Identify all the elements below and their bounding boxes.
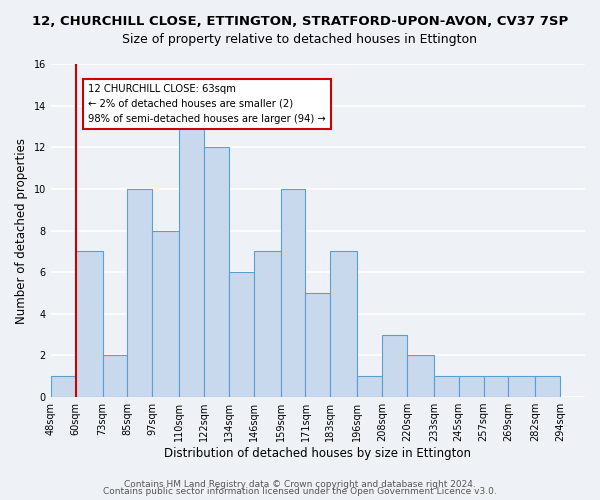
Bar <box>179 126 204 397</box>
Bar <box>152 230 179 397</box>
Bar <box>229 272 254 397</box>
Bar <box>508 376 535 397</box>
Bar <box>331 252 357 397</box>
Text: 12, CHURCHILL CLOSE, ETTINGTON, STRATFORD-UPON-AVON, CV37 7SP: 12, CHURCHILL CLOSE, ETTINGTON, STRATFOR… <box>32 15 568 28</box>
Bar <box>407 356 434 397</box>
Bar <box>484 376 508 397</box>
Text: Contains HM Land Registry data © Crown copyright and database right 2024.: Contains HM Land Registry data © Crown c… <box>124 480 476 489</box>
Text: Size of property relative to detached houses in Ettington: Size of property relative to detached ho… <box>122 32 478 46</box>
Text: Contains public sector information licensed under the Open Government Licence v3: Contains public sector information licen… <box>103 487 497 496</box>
Y-axis label: Number of detached properties: Number of detached properties <box>15 138 28 324</box>
Bar <box>127 189 152 397</box>
Text: 12 CHURCHILL CLOSE: 63sqm
← 2% of detached houses are smaller (2)
98% of semi-de: 12 CHURCHILL CLOSE: 63sqm ← 2% of detach… <box>88 84 326 124</box>
Bar <box>458 376 484 397</box>
Bar <box>305 293 331 397</box>
Bar <box>76 252 103 397</box>
Bar <box>535 376 560 397</box>
Bar <box>434 376 458 397</box>
Bar <box>204 148 229 397</box>
Bar <box>281 189 305 397</box>
Bar <box>51 376 76 397</box>
Bar <box>382 334 407 397</box>
Bar <box>357 376 382 397</box>
X-axis label: Distribution of detached houses by size in Ettington: Distribution of detached houses by size … <box>164 447 472 460</box>
Bar <box>103 356 127 397</box>
Bar <box>254 252 281 397</box>
